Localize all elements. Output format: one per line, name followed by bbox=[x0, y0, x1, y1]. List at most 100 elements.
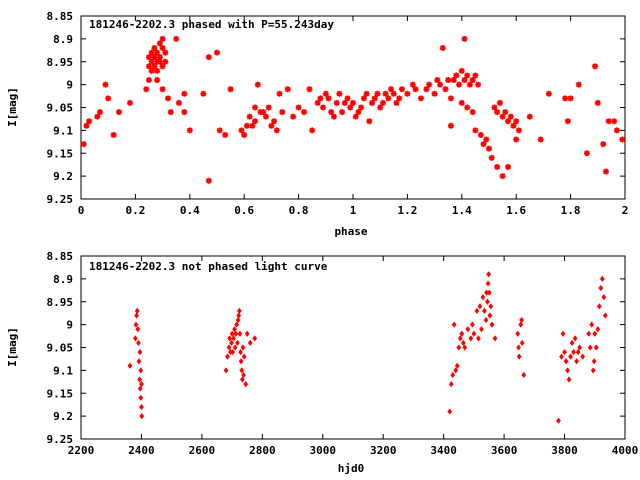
phased-x-tick-label: 0.6 bbox=[234, 204, 254, 217]
phased-data-point bbox=[355, 109, 362, 116]
unphased-data-point bbox=[559, 353, 564, 360]
unphased-data-point bbox=[479, 326, 484, 333]
phased-data-point bbox=[339, 109, 346, 116]
unphased-data-point bbox=[137, 348, 143, 356]
phased-data-point bbox=[105, 95, 112, 102]
phased-data-point bbox=[86, 118, 93, 125]
phased-data-point bbox=[461, 77, 468, 84]
phased-data-point bbox=[502, 109, 509, 116]
phased-data-point bbox=[600, 141, 607, 148]
unphased-data-point bbox=[492, 335, 498, 342]
phased-data-point bbox=[268, 122, 275, 129]
unphased-data-point bbox=[591, 358, 597, 365]
phased-y-tick-label: 9.2 bbox=[53, 170, 73, 183]
phased-data-point bbox=[265, 104, 272, 111]
phased-data-point bbox=[344, 95, 351, 102]
unphased-data-point bbox=[226, 344, 232, 351]
phased-data-point bbox=[442, 86, 449, 93]
phased-data-point bbox=[186, 127, 193, 134]
unphased-data-point bbox=[601, 294, 607, 301]
unphased-data-point bbox=[457, 335, 463, 342]
phased-data-point bbox=[301, 109, 308, 116]
unphased-data-point bbox=[460, 339, 466, 347]
phased-data-point bbox=[205, 177, 212, 184]
unphased-data-point bbox=[515, 330, 521, 337]
phased-data-point bbox=[306, 86, 313, 93]
unphased-y-tick-label: 9 bbox=[66, 319, 73, 332]
phased-data-point bbox=[371, 95, 378, 102]
phased-data-point bbox=[505, 118, 512, 125]
unphased-data-point bbox=[587, 344, 593, 351]
unphased-data-point bbox=[136, 358, 142, 365]
unphased-data-point bbox=[596, 303, 602, 310]
unphased-data-point bbox=[468, 335, 474, 342]
unphased-data-point bbox=[135, 326, 141, 333]
unphased-data-point bbox=[488, 303, 494, 310]
unphased-data-point bbox=[485, 280, 491, 287]
phased-data-point bbox=[562, 95, 569, 102]
phased-data-point bbox=[379, 99, 386, 106]
unphased-data-point bbox=[563, 358, 569, 365]
phased-data-point bbox=[491, 104, 498, 111]
phased-data-point bbox=[483, 136, 490, 143]
unphased-data-point bbox=[465, 326, 471, 333]
unphased-data-point bbox=[456, 344, 462, 351]
phased-data-point bbox=[276, 90, 283, 97]
phased-data-point bbox=[271, 118, 278, 125]
phased-data-point bbox=[458, 99, 465, 106]
phased-data-point bbox=[159, 86, 166, 93]
phased-data-point bbox=[162, 58, 169, 65]
phased-data-point bbox=[363, 90, 370, 97]
phased-data-point bbox=[330, 113, 337, 120]
phased-data-point bbox=[80, 141, 87, 148]
unphased-y-tick-label: 9.2 bbox=[53, 410, 73, 423]
unphased-y-tick-label: 9.15 bbox=[47, 387, 74, 400]
phased-data-point bbox=[472, 127, 479, 134]
phased-x-tick-label: 2 bbox=[622, 204, 629, 217]
phased-data-point bbox=[328, 109, 335, 116]
phased-data-point bbox=[151, 63, 158, 70]
unphased-data-point bbox=[595, 326, 601, 333]
phased-data-point bbox=[513, 136, 520, 143]
phased-data-point bbox=[148, 58, 155, 65]
unphased-data-point bbox=[241, 353, 247, 360]
phased-data-point bbox=[499, 113, 506, 120]
unphased-data-point bbox=[252, 335, 258, 342]
unphased-data-point bbox=[489, 321, 495, 328]
unphased-data-point bbox=[127, 362, 133, 369]
unphased-data-point bbox=[516, 344, 521, 351]
unphased-x-axis-label: hjd0 bbox=[338, 462, 365, 475]
unphased-data-point bbox=[471, 330, 477, 337]
unphased-data-point bbox=[580, 353, 586, 360]
phased-data-point bbox=[352, 113, 359, 120]
phased-data-point bbox=[412, 86, 419, 93]
unphased-data-point bbox=[133, 335, 138, 342]
phased-data-point bbox=[341, 99, 348, 106]
phased-data-point bbox=[238, 127, 245, 134]
phased-y-tick-label: 9.05 bbox=[47, 102, 74, 115]
phased-data-point bbox=[458, 67, 465, 74]
phased-data-point bbox=[154, 77, 161, 84]
phased-data-point bbox=[456, 81, 463, 88]
phased-data-point bbox=[143, 86, 150, 93]
phased-data-point bbox=[477, 131, 484, 138]
unphased-data-point bbox=[482, 307, 487, 314]
unphased-data-point bbox=[238, 358, 244, 365]
phased-data-point bbox=[423, 86, 430, 93]
unphased-data-point bbox=[239, 367, 245, 374]
phased-x-tick-label: 0 bbox=[78, 204, 85, 217]
phased-x-tick-label: 1 bbox=[350, 204, 357, 217]
unphased-data-point bbox=[566, 376, 572, 383]
unphased-y-tick-label: 8.85 bbox=[47, 250, 74, 263]
phased-data-point bbox=[469, 77, 476, 84]
unphased-data-point bbox=[577, 344, 583, 351]
phased-data-point bbox=[290, 113, 297, 120]
phased-data-point bbox=[333, 99, 340, 106]
phased-data-point bbox=[385, 95, 392, 102]
phased-x-tick-label: 1.6 bbox=[506, 204, 526, 217]
phased-data-point bbox=[613, 127, 620, 134]
unphased-data-point bbox=[469, 321, 475, 328]
phased-data-point bbox=[156, 58, 163, 65]
phased-data-point bbox=[496, 99, 503, 106]
phased-data-point bbox=[173, 35, 180, 42]
